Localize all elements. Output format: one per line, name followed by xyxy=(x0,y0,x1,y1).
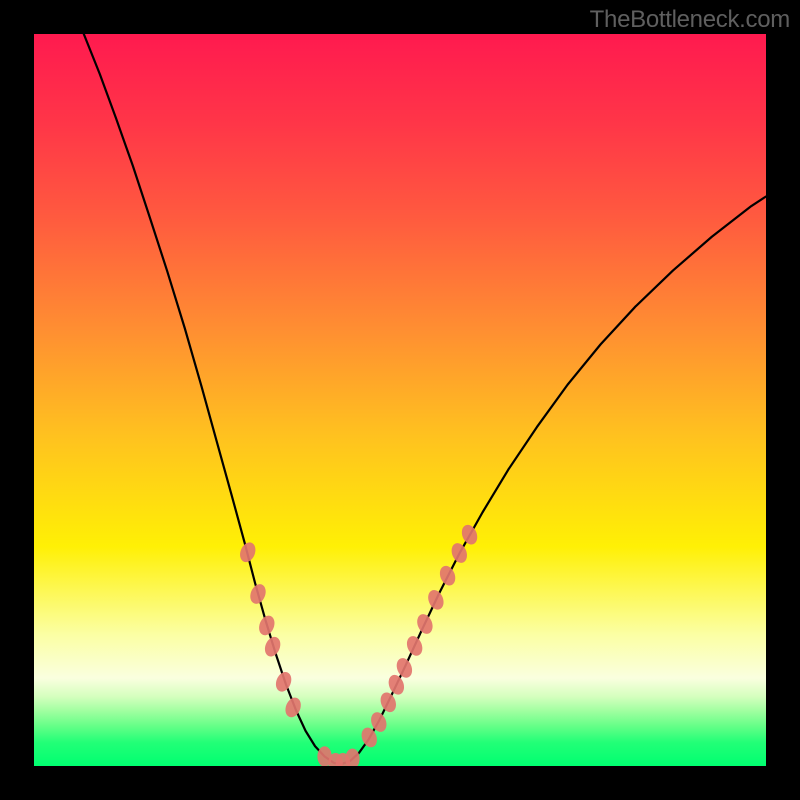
chart-background xyxy=(34,34,766,766)
bottleneck-chart xyxy=(34,34,766,766)
figure-container: TheBottleneck.com xyxy=(0,0,800,800)
plot-area xyxy=(34,34,766,766)
watermark-text: TheBottleneck.com xyxy=(590,6,790,34)
